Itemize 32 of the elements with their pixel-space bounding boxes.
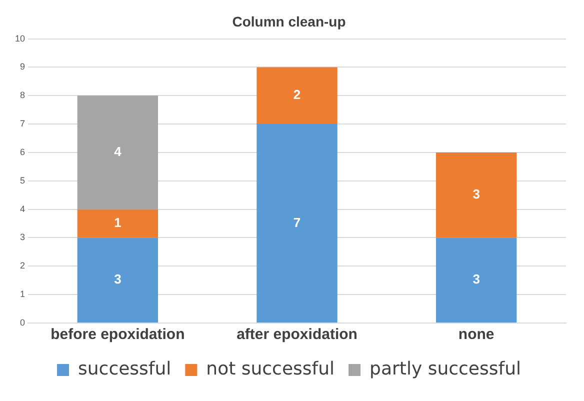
legend-label: successful [78, 358, 172, 380]
bar [77, 209, 158, 238]
x-tick-label: after epoxidation [236, 326, 358, 344]
data-label: 2 [293, 87, 301, 102]
y-tick-label: 3 [20, 232, 26, 242]
chart-title: Column clean-up [232, 13, 346, 30]
y-tick-label: 10 [14, 33, 26, 44]
data-label: 3 [472, 186, 480, 202]
x-tick-label: none [458, 326, 494, 344]
bar [256, 67, 338, 124]
bar [77, 238, 158, 322]
y-tick-label: 9 [20, 62, 26, 72]
bar [436, 238, 517, 322]
bar [256, 124, 338, 322]
x-tick-label: before epoxidation [50, 326, 185, 344]
y-tick-label: 2 [20, 260, 26, 271]
y-tick-label: 6 [20, 146, 26, 157]
y-tick-label: 0 [20, 317, 26, 328]
y-tick-label: 8 [20, 90, 26, 100]
y-tick-label: 1 [20, 289, 26, 300]
y-tick-label: 4 [20, 204, 26, 214]
y-tick-label: 5 [20, 175, 26, 186]
data-label: 3 [472, 272, 480, 287]
data-label: 3 [114, 272, 122, 287]
legend-label: not successful [206, 358, 335, 380]
data-label: 7 [293, 214, 301, 230]
bar [77, 96, 158, 210]
data-label: 1 [114, 215, 122, 230]
legend-label: partly successful [370, 358, 521, 380]
y-tick-label: 7 [20, 118, 26, 129]
data-label: 4 [114, 144, 122, 160]
bar [436, 152, 517, 238]
